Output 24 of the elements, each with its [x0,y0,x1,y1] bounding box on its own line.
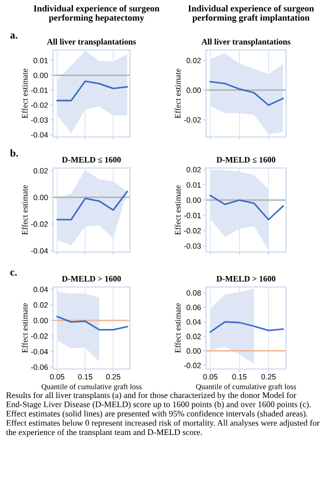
text: b. [10,149,18,157]
chart-subtitle: All liver transplantations [46,38,136,46]
chart-title: D-MELD > 1600 [62,276,121,282]
y-axis-title: Effect estimate [22,303,28,353]
line-series [210,81,284,106]
chart-title: D-MELD ≤ 1600 [62,156,121,163]
line-series [210,194,284,220]
y-axis-title: Effect estimate [174,303,181,353]
line-series [56,316,128,331]
y-axis-title: Effect estimate [22,185,28,235]
text: Results for all liver transplants (a) and for those characterized by the donor Model for End-Stage Liver Disease (D-MELD) score up to 1600 points (b) and over 1600 points (c). Effect estimates (solid lines) are presented with 95% confidence intervals (shaded areas). Effect estimates below 0 represent increased risk of mortality. All analyses were adjusted for the experience of the transplant team and D-MELD score. [6,392,320,437]
y-axis-title: Effect estimate [174,68,181,118]
text: c. [10,270,17,276]
line-series [210,321,284,333]
chart-title: D-MELD ≤ 1600 [216,156,276,163]
text: a. [10,34,18,39]
chart-title: D-MELD > 1600 [216,276,276,282]
line-series [56,190,128,220]
y-axis-title: Effect estimate [174,185,181,235]
y-axis-title: Effect estimate [22,68,28,118]
line-series [56,80,128,102]
chart-title: Individual experience of surgeon performing hepatectomy [34,5,160,23]
chart-subtitle: All liver transplantations [201,38,290,46]
chart-title: Individual experience of surgeon performing graft implantation [188,5,314,23]
